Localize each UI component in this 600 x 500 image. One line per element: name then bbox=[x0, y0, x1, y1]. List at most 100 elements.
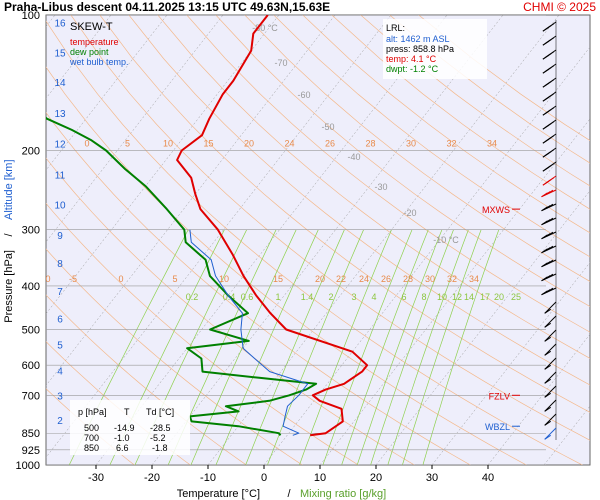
wind-barb-flag bbox=[546, 203, 554, 209]
isotherm-label: 20 bbox=[244, 138, 254, 148]
wind-barb-flag bbox=[546, 231, 554, 237]
isotherm-label: 32 bbox=[447, 274, 457, 284]
isotherm-label: 30 bbox=[406, 138, 416, 148]
altitude-tick-label: 10 bbox=[54, 201, 66, 212]
dry-adiabat bbox=[302, 15, 590, 234]
isotherm-label: 0 bbox=[118, 274, 123, 284]
x-tick-label: -20 bbox=[144, 472, 160, 484]
y-tick-label: 500 bbox=[22, 325, 40, 337]
isotherm-label: -5 bbox=[69, 274, 77, 284]
x-tick-label: -30 bbox=[88, 472, 104, 484]
isotherm-value-label: -20 bbox=[403, 208, 416, 218]
isotherm-label: 34 bbox=[469, 274, 479, 284]
legend-item-dew-point: dew point bbox=[70, 47, 109, 57]
table-cell: -14.9 bbox=[114, 423, 135, 433]
isotherm-label: 28 bbox=[403, 274, 413, 284]
level-mark-label: MXWS bbox=[482, 205, 510, 215]
wind-barb-flag bbox=[544, 420, 551, 426]
altitude-tick-label: 15 bbox=[54, 48, 66, 59]
x-axis-label: Temperature [°C] bbox=[177, 488, 260, 500]
isotherm-line bbox=[263, 46, 590, 465]
altitude-tick-label: 13 bbox=[54, 109, 66, 120]
isotherm-value-label: -80 °C bbox=[252, 23, 278, 33]
isotherm-label: 0 bbox=[84, 138, 89, 148]
isotherm-label: 28 bbox=[365, 138, 375, 148]
wind-barb bbox=[544, 301, 557, 314]
level-mark-label: FZLV bbox=[489, 391, 510, 401]
lrl-alt: alt: 1462 m ASL bbox=[386, 34, 450, 44]
wind-barb bbox=[544, 413, 557, 426]
wind-barb-flag bbox=[546, 287, 554, 293]
isotherm-label: 20 bbox=[315, 274, 325, 284]
mixing-ratio-label: 17 bbox=[480, 292, 490, 302]
table-cell: -5.2 bbox=[150, 433, 166, 443]
mixing-ratio-label: 0.2 bbox=[186, 292, 199, 302]
legend: SKEW-T temperature dew point wet bulb te… bbox=[69, 21, 129, 67]
y-axis-label: Pressure [hPa] bbox=[3, 250, 15, 323]
wind-barb bbox=[544, 315, 557, 328]
dew-point-line bbox=[46, 116, 318, 436]
y-tick-label: 700 bbox=[22, 390, 40, 402]
level-mark-label: WBZL bbox=[485, 422, 510, 432]
wind-barb-flag bbox=[544, 322, 551, 328]
wind-barb-flag bbox=[546, 259, 554, 265]
wind-barb-flag bbox=[547, 23, 555, 29]
isotherm-label: 24 bbox=[284, 138, 294, 148]
wind-barb-flag bbox=[544, 406, 551, 412]
isotherm-label: 32 bbox=[446, 138, 456, 148]
mixing-ratio-label: 4 bbox=[371, 292, 376, 302]
mixing-ratio-label: 2 bbox=[328, 292, 333, 302]
isotherm-label: 22 bbox=[336, 274, 346, 284]
mixing-ratio-label: 0.6 bbox=[241, 292, 254, 302]
isotherm-label: 15 bbox=[203, 138, 213, 148]
mixing-ratio-label: 25 bbox=[511, 292, 521, 302]
wind-barb-flag bbox=[547, 135, 555, 141]
isotherm-value-label: -50 bbox=[321, 122, 334, 132]
legend-item-wet-bulb: wet bulb temp. bbox=[69, 57, 129, 67]
mixing-ratio-line bbox=[190, 229, 297, 465]
lrl-press: press: 858.8 hPa bbox=[386, 44, 454, 54]
isotherm-label: 15 bbox=[273, 274, 283, 284]
wind-barb-flag bbox=[546, 273, 554, 279]
y-axis-label-altitude: Altitude [km] bbox=[3, 159, 15, 220]
wind-barb bbox=[544, 399, 557, 412]
lrl-dwpt: dwpt: -1.2 °C bbox=[386, 64, 439, 74]
wind-barb-flag bbox=[544, 434, 551, 440]
wind-barb-flag bbox=[547, 107, 555, 113]
wind-barb bbox=[544, 343, 557, 356]
y-tick-label: 850 bbox=[22, 428, 40, 440]
wind-barb-flag bbox=[547, 149, 555, 155]
wind-barb-flag bbox=[544, 350, 551, 356]
isotherm-label: 5 bbox=[125, 138, 130, 148]
table-header-t: T bbox=[124, 407, 130, 417]
isotherm-line bbox=[46, 15, 224, 243]
wind-barb bbox=[544, 427, 557, 440]
wind-barb bbox=[544, 357, 557, 370]
isotherm-label: 10 bbox=[219, 274, 229, 284]
table-cell: -1.8 bbox=[152, 443, 168, 453]
altitude-tick-label: 11 bbox=[55, 170, 66, 181]
wind-barb-flag bbox=[547, 65, 555, 71]
altitude-tick-label: 8 bbox=[57, 259, 63, 270]
wind-barb-flag bbox=[546, 189, 554, 195]
x-axis-label-separator: / bbox=[287, 488, 291, 500]
isotherm-label: 5 bbox=[172, 274, 177, 284]
y-tick-label: 200 bbox=[22, 145, 40, 157]
isotherm-label: 34 bbox=[487, 138, 497, 148]
isotherm-label: 26 bbox=[381, 274, 391, 284]
dry-adiabat bbox=[215, 15, 590, 307]
altitude-tick-label: 16 bbox=[54, 19, 66, 30]
mixing-ratio-label: 1.4 bbox=[301, 292, 314, 302]
altitude-tick-label: 5 bbox=[57, 341, 63, 352]
mixing-ratio-line bbox=[322, 229, 413, 465]
wet-bulb-line bbox=[189, 229, 309, 436]
isotherm-line bbox=[375, 190, 590, 465]
mixing-ratio-label: 8 bbox=[421, 292, 426, 302]
altitude-tick-label: 12 bbox=[54, 140, 66, 151]
wind-barb-flag bbox=[544, 378, 551, 384]
mixing-ratio-label: 3 bbox=[351, 292, 356, 302]
isotherm-value-label: -40 bbox=[347, 152, 360, 162]
altitude-tick-label: 4 bbox=[57, 366, 63, 377]
y-tick-label: 600 bbox=[22, 360, 40, 372]
x-tick-label: 0 bbox=[261, 472, 267, 484]
